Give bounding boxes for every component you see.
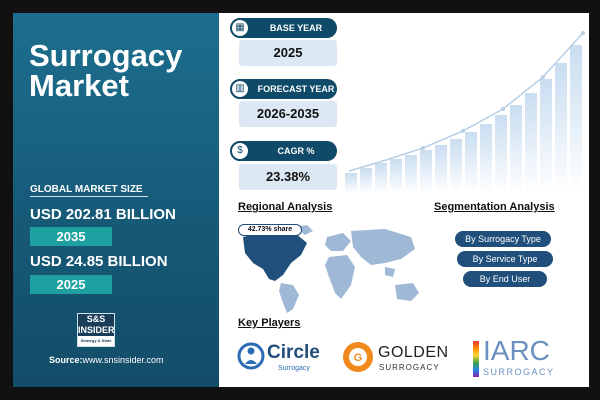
market-year-2035-badge: 2035 (30, 227, 112, 246)
forecast-year-value: 2026-2035 (239, 101, 337, 127)
chart-icon: ▥ (230, 79, 250, 99)
golden-surrogacy-name: GOLDEN (378, 344, 449, 361)
iarc-rainbow-bar (473, 341, 479, 377)
cagr-header: CAGR % (231, 141, 337, 161)
segment-service-type: By Service Type (457, 251, 553, 267)
base-year-header: BASE YEAR (231, 18, 337, 38)
source-credit: Source:www.snsinsider.com (49, 355, 164, 365)
iarc-surrogacy-name: IARC (483, 335, 550, 366)
segment-surrogacy-type: By Surrogacy Type (455, 231, 551, 247)
page-title: Surrogacy Market (29, 38, 183, 103)
title-line-2: Market (29, 68, 129, 103)
divider (30, 196, 148, 197)
world-map (243, 225, 419, 313)
coins-icon: $ (230, 141, 250, 161)
market-year-2025-badge: 2025 (30, 275, 112, 294)
title-line-1: Surrogacy (29, 38, 183, 73)
logo-tagline: Strategy & Stats (80, 338, 112, 343)
left-panel: Surrogacy Market GLOBAL MARKET SIZE USD … (13, 13, 219, 387)
logo-mark: S&S INSIDER (78, 314, 115, 336)
regional-share-badge: 42.73% share (238, 224, 302, 236)
golden-surrogacy-logo-icon: G (343, 342, 373, 372)
source-label: Source: (49, 355, 83, 365)
golden-surrogacy-sub: SURROGACY (379, 363, 440, 372)
circle-surrogacy-name: Circle (267, 342, 320, 363)
svg-text:G: G (354, 352, 363, 364)
market-value-2025: USD 24.85 BILLION (30, 253, 168, 270)
infographic-card: Surrogacy Market GLOBAL MARKET SIZE USD … (13, 13, 589, 387)
base-year-value: 2025 (239, 40, 337, 66)
cagr-value: 23.38% (239, 164, 337, 190)
market-value-2035: USD 202.81 BILLION (30, 206, 176, 223)
calendar-icon: ▦ (230, 18, 250, 38)
circle-surrogacy-logo-icon (237, 342, 265, 370)
sns-insider-logo: S&S INSIDER Strategy & Stats (77, 313, 115, 347)
key-players-title: Key Players (238, 317, 301, 329)
global-market-size-label: GLOBAL MARKET SIZE (30, 184, 143, 195)
forecast-year-header: FORECAST YEAR (231, 79, 337, 99)
circle-surrogacy-sub: Surrogacy (278, 365, 310, 372)
segmentation-title: Segmentation Analysis (434, 201, 555, 213)
regional-analysis-title: Regional Analysis (238, 201, 333, 213)
segment-end-user: By End User (463, 271, 547, 287)
source-url: www.snsinsider.com (82, 355, 164, 365)
iarc-surrogacy-sub: SURROGACY (483, 367, 555, 377)
growth-bars-graphic (345, 31, 585, 193)
